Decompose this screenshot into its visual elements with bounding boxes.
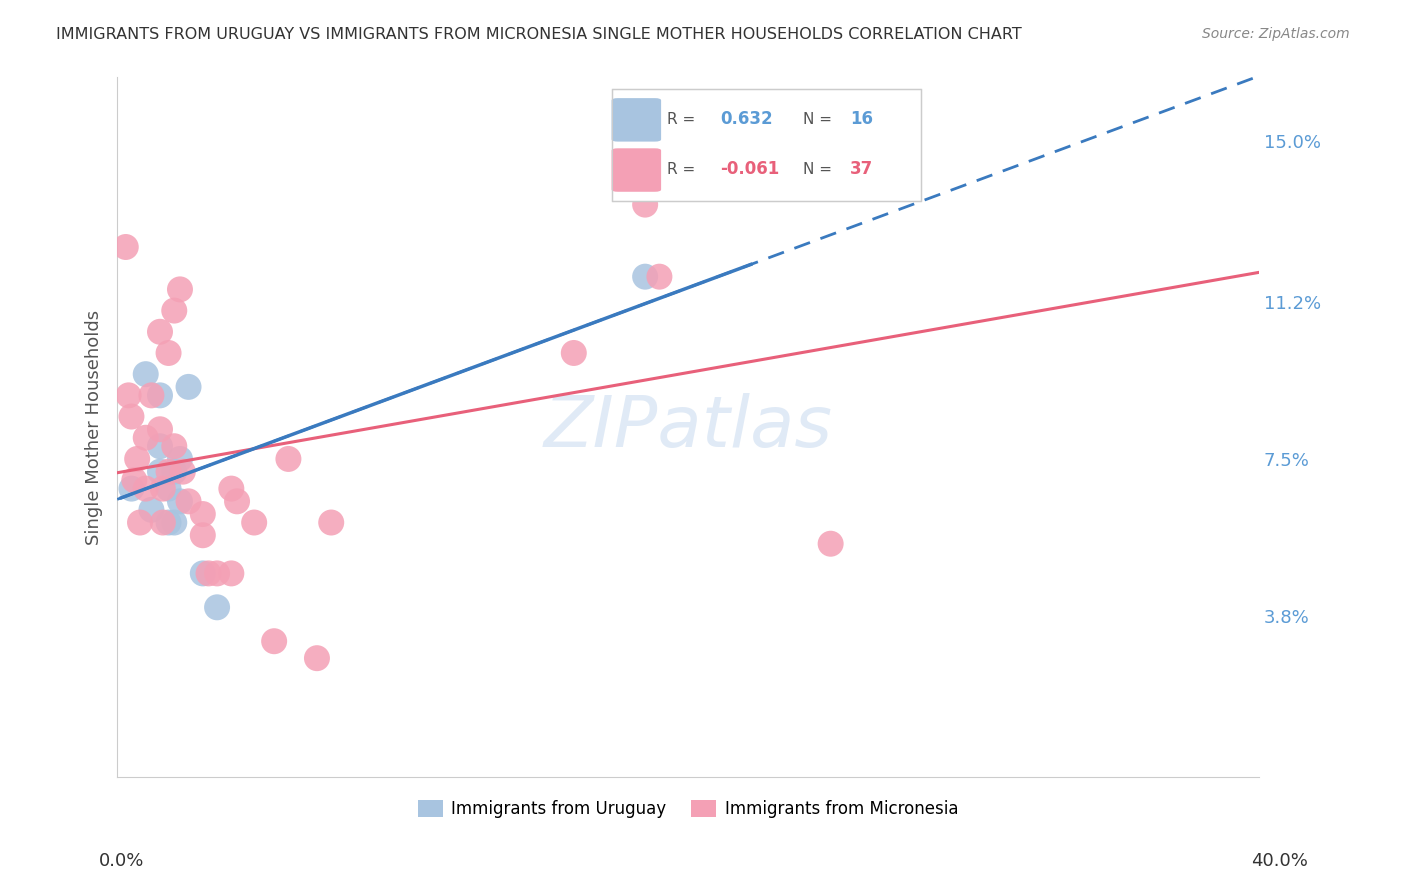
Point xyxy=(127,452,149,467)
Point xyxy=(243,516,266,530)
Text: Source: ZipAtlas.com: Source: ZipAtlas.com xyxy=(1202,27,1350,41)
Point xyxy=(263,634,285,648)
Text: R =: R = xyxy=(668,112,700,127)
Point xyxy=(157,465,180,479)
Point xyxy=(163,303,186,318)
Point xyxy=(205,566,228,581)
Text: -0.061: -0.061 xyxy=(720,161,779,178)
Point xyxy=(177,494,200,508)
Point xyxy=(120,409,142,424)
Text: 0.0%: 0.0% xyxy=(98,852,143,870)
Point xyxy=(226,494,249,508)
Point xyxy=(149,422,172,436)
FancyBboxPatch shape xyxy=(612,148,661,192)
Point xyxy=(157,346,180,360)
Point xyxy=(169,494,191,508)
Point xyxy=(141,388,163,402)
Text: IMMIGRANTS FROM URUGUAY VS IMMIGRANTS FROM MICRONESIA SINGLE MOTHER HOUSEHOLDS C: IMMIGRANTS FROM URUGUAY VS IMMIGRANTS FR… xyxy=(56,27,1022,42)
Text: N =: N = xyxy=(803,162,837,177)
Text: N =: N = xyxy=(803,112,837,127)
Point xyxy=(177,380,200,394)
Point xyxy=(191,528,214,542)
Point xyxy=(157,482,180,496)
Point xyxy=(149,439,172,453)
Point xyxy=(191,507,214,521)
Point xyxy=(149,325,172,339)
Point xyxy=(221,566,243,581)
Point xyxy=(648,269,671,284)
Point xyxy=(169,452,191,467)
Point xyxy=(562,346,585,360)
Point xyxy=(221,482,243,496)
Text: 37: 37 xyxy=(849,161,873,178)
Point xyxy=(163,516,186,530)
Point xyxy=(197,566,219,581)
Point xyxy=(321,516,343,530)
Point xyxy=(305,651,328,665)
Point xyxy=(205,600,228,615)
Point xyxy=(120,482,142,496)
Point xyxy=(820,537,842,551)
Point xyxy=(141,503,163,517)
Legend: Immigrants from Uruguay, Immigrants from Micronesia: Immigrants from Uruguay, Immigrants from… xyxy=(411,793,965,824)
Point xyxy=(634,269,657,284)
Point xyxy=(169,282,191,296)
Point xyxy=(163,439,186,453)
Point xyxy=(152,516,174,530)
Point xyxy=(277,452,299,467)
Point xyxy=(157,516,180,530)
Text: 0.632: 0.632 xyxy=(720,111,772,128)
Point xyxy=(117,388,139,402)
Point xyxy=(124,473,146,487)
Point xyxy=(634,197,657,211)
Point xyxy=(129,516,152,530)
Text: 16: 16 xyxy=(849,111,873,128)
Text: 40.0%: 40.0% xyxy=(1251,852,1308,870)
Point xyxy=(135,482,157,496)
Point xyxy=(149,388,172,402)
Y-axis label: Single Mother Households: Single Mother Households xyxy=(86,310,103,545)
Point xyxy=(152,482,174,496)
Point xyxy=(135,431,157,445)
Point xyxy=(172,465,194,479)
FancyBboxPatch shape xyxy=(612,98,661,142)
Point xyxy=(676,177,699,191)
Point xyxy=(149,465,172,479)
Point xyxy=(163,465,186,479)
Point xyxy=(135,367,157,381)
Text: R =: R = xyxy=(668,162,700,177)
Text: ZIPatlas: ZIPatlas xyxy=(544,392,832,462)
Point xyxy=(114,240,136,254)
Point xyxy=(191,566,214,581)
